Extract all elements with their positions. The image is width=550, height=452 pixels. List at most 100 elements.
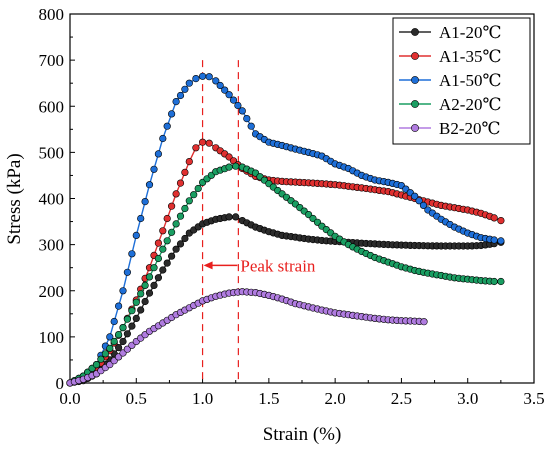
data-point-a2-20 — [141, 281, 149, 290]
data-point-a1-50 — [110, 317, 118, 326]
data-point-a1-20 — [114, 344, 123, 352]
y-tick-label: 400 — [39, 190, 65, 209]
data-point-a1-20 — [141, 297, 149, 306]
data-point-a1-50 — [163, 122, 171, 130]
data-point-a2-20 — [132, 298, 140, 306]
data-point-a1-50 — [234, 101, 242, 110]
axis-ticks: 0.0 0.5 1.0 1.5 2.0 2.5 3.0 3.5 0 100 200 300 400 500… — [39, 5, 545, 408]
data-point-a2-20 — [150, 264, 158, 272]
data-point-b2-20 — [420, 318, 428, 326]
x-tick-label: 2.0 — [325, 389, 346, 408]
data-point-a2-20 — [110, 337, 118, 346]
data-point-a1-50 — [123, 268, 131, 276]
data-point-a2-20 — [145, 273, 154, 281]
y-tick-label: 300 — [39, 236, 65, 255]
data-point-a1-50 — [225, 91, 233, 99]
data-point-a1-20 — [176, 240, 185, 248]
peak-strain-label: Peak strain — [240, 256, 316, 275]
data-point-a1-50 — [106, 333, 114, 341]
data-point-a1-50 — [168, 110, 176, 118]
y-axis-title: Stress (kPa) — [4, 153, 25, 244]
data-point-a1-50 — [229, 96, 238, 104]
data-point-a2-20 — [101, 350, 109, 358]
data-point-a1-20 — [137, 306, 145, 314]
data-point-a1-50 — [205, 73, 213, 81]
y-tick-label: 200 — [39, 282, 65, 301]
x-tick-label: 2.5 — [391, 389, 412, 408]
data-point-a1-35 — [172, 190, 180, 198]
data-point-a1-20 — [168, 252, 176, 260]
data-point-a1-35 — [497, 217, 505, 225]
y-tick-label: 0 — [56, 374, 65, 393]
data-point-a1-20 — [150, 281, 158, 290]
data-point-a1-50 — [119, 287, 127, 295]
data-point-a1-50 — [145, 181, 154, 189]
data-point-a1-20 — [181, 234, 189, 243]
data-point-a2-20 — [92, 361, 101, 369]
data-point-a2-20 — [168, 228, 176, 236]
y-tick-label: 500 — [39, 143, 65, 162]
legend-marker-a1-35 — [411, 52, 419, 60]
data-point-a1-20 — [163, 259, 171, 267]
data-point-a1-50 — [137, 214, 145, 223]
data-point-a2-20 — [194, 184, 202, 193]
data-point-a1-50 — [490, 236, 498, 244]
series-a2-20 — [66, 162, 505, 387]
data-point-a2-20 — [172, 220, 180, 228]
data-point-a1-50 — [419, 201, 428, 209]
data-point-a2-20 — [123, 315, 131, 323]
x-tick-label: 3.5 — [523, 389, 544, 408]
data-point-a1-35 — [159, 227, 167, 235]
legend-label-a2-20: A2-20℃ — [439, 95, 501, 114]
data-point-a1-50 — [243, 114, 251, 123]
x-tick-label: 1.5 — [258, 389, 279, 408]
data-point-a1-35 — [490, 214, 498, 222]
peak-strain-arrow-head — [203, 261, 213, 270]
data-point-a1-35 — [163, 214, 171, 223]
data-point-a1-35 — [154, 239, 162, 247]
legend-marker-a1-20 — [411, 28, 419, 36]
data-point-a1-35 — [185, 158, 193, 166]
y-tick-label: 100 — [39, 328, 65, 347]
data-point-a2-20 — [232, 162, 240, 170]
data-point-a1-20 — [172, 245, 180, 253]
data-point-a1-35 — [192, 144, 200, 152]
data-point-a1-50 — [181, 85, 189, 93]
data-point-a1-50 — [216, 81, 224, 90]
data-point-a1-50 — [497, 237, 505, 245]
data-point-a1-50 — [132, 231, 140, 239]
data-point-a2-20 — [128, 307, 136, 315]
data-point-a2-20 — [190, 191, 198, 199]
data-point-a1-20 — [128, 322, 136, 330]
x-axis-title: Strain (%) — [263, 424, 342, 445]
data-point-a1-50 — [199, 72, 207, 80]
data-point-a2-20 — [159, 245, 167, 253]
data-point-a1-50 — [114, 302, 123, 310]
data-point-a1-50 — [159, 134, 167, 143]
data-point-a1-50 — [192, 74, 200, 83]
data-point-a1-50 — [154, 150, 162, 158]
data-point-a1-50 — [150, 165, 158, 173]
data-point-a1-50 — [185, 79, 193, 87]
y-tick-label: 700 — [39, 51, 65, 70]
legend-marker-a2-20 — [411, 100, 419, 108]
series-group — [66, 72, 505, 387]
data-point-a1-35 — [205, 139, 213, 147]
legend-label-a1-35: A1-35℃ — [439, 47, 501, 66]
data-point-a2-20 — [114, 331, 123, 339]
data-point-a2-20 — [137, 290, 145, 298]
data-point-a1-50 — [141, 198, 149, 206]
y-tick-label: 800 — [39, 5, 65, 24]
data-point-a1-20 — [123, 330, 131, 338]
legend-marker-b2-20 — [411, 124, 419, 132]
data-point-a1-50 — [247, 122, 255, 130]
data-point-a2-20 — [106, 344, 114, 353]
data-point-a2-20 — [154, 254, 162, 263]
data-point-a1-50 — [128, 250, 136, 258]
x-tick-label: 0.5 — [126, 389, 147, 408]
data-point-a1-20 — [132, 314, 140, 323]
legend-label-a1-20: A1-20℃ — [439, 23, 501, 42]
data-point-a1-35 — [168, 202, 176, 210]
